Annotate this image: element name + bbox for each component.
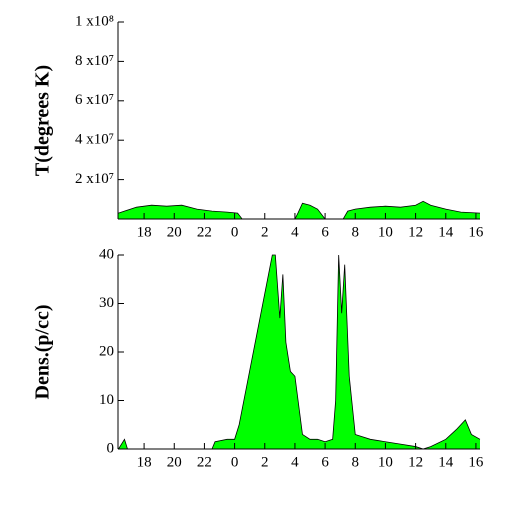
x-tick-label: 16 (468, 224, 484, 240)
y-tick-label: 4 x10⁷ (75, 132, 114, 148)
x-tick-label: 4 (291, 224, 299, 240)
x-tick-label: 18 (137, 224, 152, 240)
y-tick-label: 30 (99, 295, 114, 311)
area-fill (118, 255, 480, 449)
area-line (118, 200, 481, 220)
y-tick-label: 2 x10⁷ (75, 171, 114, 187)
x-tick-label: 2 (261, 224, 269, 240)
x-tick-label: 10 (378, 454, 393, 470)
x-tick-label: 14 (438, 224, 454, 240)
x-tick-label: 16 (468, 454, 484, 470)
x-tick-label: 12 (408, 224, 423, 240)
y-tick-label: 10 (99, 392, 114, 408)
x-tick-label: 20 (167, 454, 182, 470)
y-tick-label: 6 x10⁷ (75, 92, 114, 108)
x-tick-label: 2 (261, 454, 269, 470)
y-tick-label: 1 x10⁸ (75, 13, 114, 29)
x-tick-label: 14 (438, 454, 454, 470)
x-tick-label: 0 (231, 224, 239, 240)
y-axis-label: T(degrees K) (32, 65, 54, 176)
x-tick-label: 8 (352, 224, 360, 240)
x-tick-label: 22 (197, 454, 212, 470)
x-tick-label: 10 (378, 224, 393, 240)
x-tick-label: 20 (167, 224, 182, 240)
y-axis-label: Dens.(p/cc) (32, 305, 54, 400)
y-tick-label: 8 x10⁷ (75, 53, 114, 69)
x-tick-label: 18 (137, 454, 152, 470)
y-tick-label: 0 (107, 440, 115, 456)
x-tick-label: 6 (321, 224, 329, 240)
x-tick-label: 0 (231, 454, 239, 470)
x-tick-label: 12 (408, 454, 423, 470)
y-tick-label: 20 (99, 343, 114, 359)
y-tick-label: 40 (99, 246, 114, 262)
x-tick-label: 6 (321, 454, 329, 470)
x-tick-label: 4 (291, 454, 299, 470)
x-tick-label: 8 (352, 454, 360, 470)
area-fill (118, 201, 480, 219)
x-tick-label: 22 (197, 224, 212, 240)
